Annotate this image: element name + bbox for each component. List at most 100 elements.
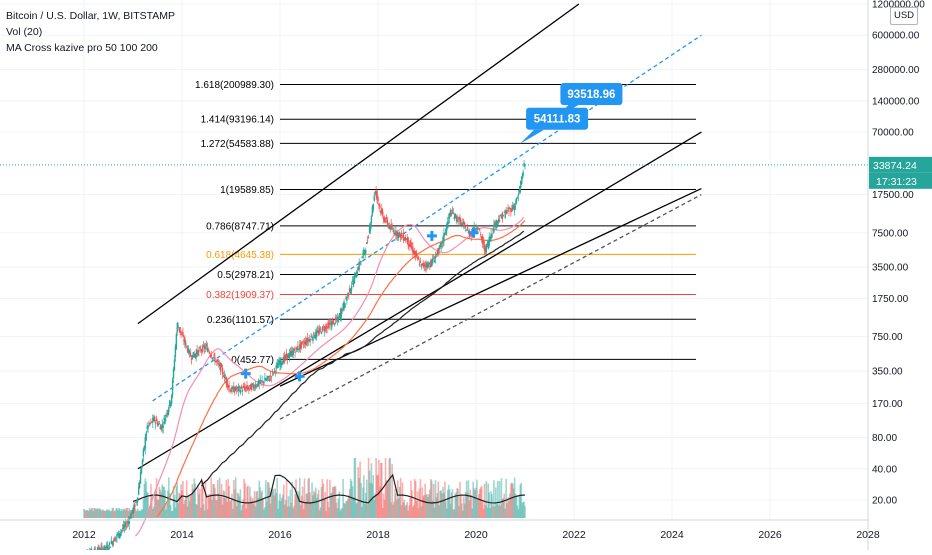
volume-bar [182, 480, 184, 518]
candle-body [476, 228, 478, 230]
fib-layer: 1.618(200989.30) 1.414(93196.14) 1.272(545… [195, 80, 696, 366]
candle-body [218, 364, 221, 366]
ma-layer [134, 216, 526, 537]
volume-bar [487, 483, 490, 518]
candle-body [170, 394, 173, 404]
volume-bar [366, 504, 369, 518]
candle-body [385, 216, 388, 220]
volume-bar [174, 507, 177, 518]
countdown-tag [869, 172, 932, 189]
volume-bar [438, 505, 441, 518]
volume-bar [145, 481, 147, 518]
volume-bar [177, 503, 180, 518]
candle-body [500, 215, 503, 219]
volume-bar [121, 510, 124, 518]
volume-bar [268, 487, 271, 518]
candle-body [273, 368, 276, 370]
volume-bar [509, 493, 511, 518]
candle-body [417, 257, 420, 260]
candle-body [277, 364, 279, 368]
volume-bar [489, 508, 491, 518]
volume-bar [252, 503, 255, 518]
volume-bar [222, 490, 225, 518]
candle-body [252, 385, 255, 389]
channel-layer [137, 3, 702, 470]
volume-bar [208, 497, 211, 518]
volume-indicator-label[interactable]: Vol (20) [6, 26, 43, 38]
candle-body [293, 348, 295, 351]
candle-body [479, 229, 481, 231]
candle-body [139, 472, 142, 484]
candle-body [267, 375, 269, 379]
volume-bar [251, 497, 254, 518]
volume-bar [113, 510, 115, 518]
volume-bar [266, 501, 268, 518]
volume-bar [104, 510, 107, 518]
candle-body [355, 274, 358, 278]
volume-bar [413, 505, 415, 518]
candle-body [148, 422, 150, 425]
volume-bar [143, 483, 146, 518]
candle-body [496, 221, 499, 223]
candle-body [145, 432, 147, 441]
volume-bar [470, 495, 473, 518]
candle-body [351, 280, 354, 282]
candle-body [209, 354, 211, 356]
candle-body [213, 354, 215, 356]
volume-bar [170, 511, 173, 518]
candle-body [161, 424, 163, 428]
volume-bar [299, 505, 302, 518]
candle-body [346, 297, 348, 302]
candle-body [431, 258, 434, 264]
candle-body [399, 233, 402, 239]
candle-body [247, 387, 249, 390]
cross-marker-icon [240, 368, 251, 379]
fib-label: 0.786(8747.71) [206, 221, 274, 232]
candle-body [497, 219, 500, 223]
candle-body [487, 241, 489, 249]
volume-bar [477, 499, 479, 518]
candle-body [119, 533, 121, 536]
candle-body [511, 208, 513, 211]
candle-body [311, 338, 313, 340]
candle-body [437, 249, 440, 255]
volume-bar [144, 478, 147, 518]
volume-bar [387, 480, 390, 518]
volume-bar [333, 486, 336, 518]
volume-bar [431, 500, 434, 518]
candle-body [320, 332, 323, 334]
candle-body [481, 237, 484, 244]
currency-badge[interactable]: USD [890, 7, 918, 25]
volume-bar [283, 504, 286, 518]
volume-bar [374, 493, 376, 518]
price-tick-label: 1200000.00 [872, 0, 925, 11]
volume-bar [501, 498, 504, 518]
volume-bar [396, 480, 399, 518]
candle-body [110, 540, 113, 544]
candle-body [409, 240, 411, 247]
volume-bar [284, 500, 287, 518]
candle-body [448, 213, 451, 219]
volume-bar [245, 508, 247, 518]
ma-indicator-label[interactable]: MA Cross kazive pro 50 100 200 [6, 42, 158, 54]
volume-bar [491, 494, 493, 518]
volume-bar [192, 488, 195, 518]
volume-bar [425, 494, 427, 518]
volume-bar [240, 510, 243, 518]
volume-bar [190, 493, 193, 518]
volume-bar [112, 507, 115, 518]
candle-body [202, 344, 205, 347]
volume-bar [357, 467, 360, 518]
volume-bar [168, 493, 171, 518]
volume-bar [318, 510, 321, 518]
volume-bar [312, 495, 314, 518]
candle-body [259, 379, 261, 384]
volume-bar [350, 480, 353, 518]
volume-bar [278, 500, 280, 518]
volume-bar [462, 510, 464, 518]
candle-body [498, 220, 501, 222]
symbol-title[interactable]: Bitcoin / U.S. Dollar, 1W, BITSTAMP [6, 10, 176, 22]
volume-bar [90, 508, 93, 518]
